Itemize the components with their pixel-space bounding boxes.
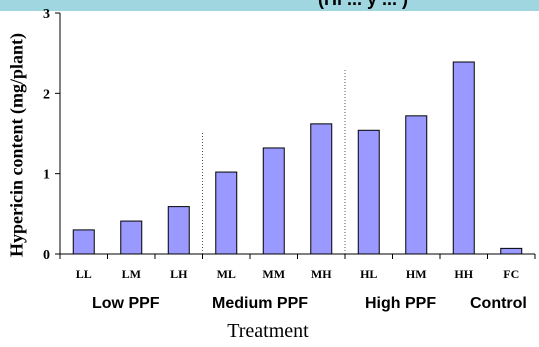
x-tick-label: FC — [503, 267, 519, 281]
x-tick-label: MH — [311, 267, 332, 281]
y-tick-label: 0 — [43, 248, 50, 263]
x-tick-label: LL — [76, 267, 92, 281]
x-tick-label: ML — [217, 267, 236, 281]
header-title-fragment: (Hi ... y ... ) — [318, 0, 408, 10]
y-tick-label: 2 — [43, 87, 50, 102]
bar-hl — [357, 129, 380, 255]
group-label-control: Control — [470, 295, 527, 312]
x-tick-label: LM — [122, 267, 141, 281]
bar-hh — [452, 61, 475, 255]
bar-lm — [120, 220, 143, 255]
bar-lh — [167, 206, 190, 255]
y-tick-label: 1 — [43, 168, 50, 183]
y-tick-label: 3 — [43, 7, 50, 22]
x-tick-label: HM — [406, 267, 427, 281]
bar-ml — [215, 171, 238, 255]
x-axis-label: Treatment — [227, 320, 309, 342]
header-strip: (Hi ... y ... ) — [0, 0, 539, 11]
x-tick-label: MM — [262, 267, 285, 281]
y-axis-label: Hypericin content (mg/plant) — [6, 33, 27, 257]
bar-mh — [310, 123, 333, 255]
x-tick-label: LH — [170, 267, 188, 281]
group-label-high: High PPF — [365, 295, 437, 312]
x-tick-label: HL — [360, 267, 377, 281]
group-label-medium: Medium PPF — [212, 295, 309, 312]
bar-mm — [262, 147, 285, 255]
bar-fc — [500, 247, 523, 255]
bar-hm — [405, 115, 428, 255]
bar-ll — [72, 229, 95, 255]
x-tick-label: HH — [454, 267, 473, 281]
group-label-low: Low PPF — [92, 295, 160, 312]
